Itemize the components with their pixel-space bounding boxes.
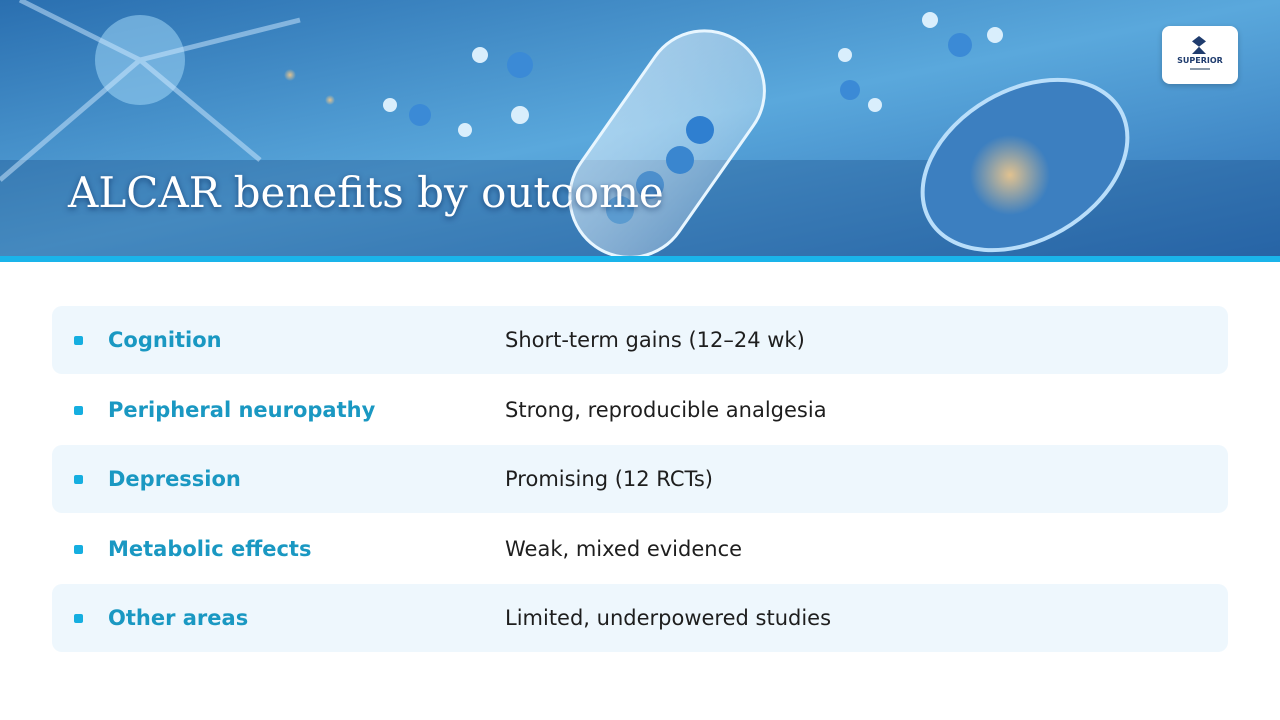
outcome-value: Promising (12 RCTs): [505, 467, 713, 491]
hero-image: [0, 0, 1280, 256]
outcome-label: Other areas: [108, 606, 249, 630]
outcome-label: Metabolic effects: [108, 536, 312, 561]
outcome-table: Cognition Short-term gains (12–24 wk) Peri…: [52, 306, 1228, 654]
bullet: [74, 544, 83, 554]
bullet: [74, 336, 83, 345]
logo-icon: [1192, 36, 1206, 54]
bullet: [74, 405, 83, 415]
table-row: Cognition Short-term gains (12–24 wk): [52, 306, 1228, 374]
bullet: [74, 614, 83, 623]
outcome-value: Weak, mixed evidence: [505, 536, 743, 561]
outcome-value: Strong, reproducible analgesia: [505, 397, 827, 422]
table-row: Metabolic effects Weak, mixed evidence: [52, 515, 1228, 583]
outcome-value: Limited, underpowered studies: [505, 606, 832, 630]
table-row: Other areas Limited, underpowered studies: [52, 584, 1228, 652]
outcome-label: Peripheral neuropathy: [108, 397, 376, 422]
outcome-label: Depression: [108, 467, 241, 491]
accent-stripe: [0, 256, 1280, 262]
logo-text: SUPERIOR: [1177, 56, 1223, 65]
slide-title: ALCAR benefits by outcome: [68, 168, 664, 217]
logo: SUPERIOR: [1162, 26, 1238, 84]
bullet: [74, 475, 83, 484]
outcome-value: Short-term gains (12–24 wk): [505, 328, 805, 352]
outcome-label: Cognition: [108, 328, 222, 352]
table-row: Depression Promising (12 RCTs): [52, 445, 1228, 513]
logo-subline: [1190, 68, 1210, 70]
table-row: Peripheral neuropathy Strong, reproducibl…: [52, 376, 1228, 444]
